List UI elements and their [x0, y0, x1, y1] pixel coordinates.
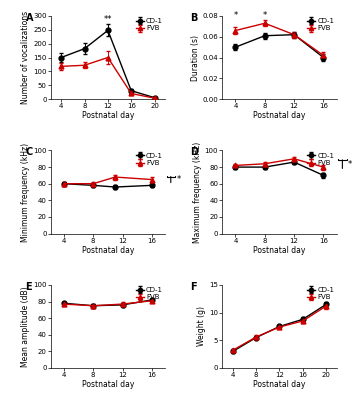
Legend: CD-1, FVB: CD-1, FVB [307, 152, 335, 167]
Y-axis label: Duration (s): Duration (s) [190, 34, 199, 80]
Y-axis label: Minimum frequency (kHz): Minimum frequency (kHz) [21, 142, 30, 242]
Legend: CD-1, FVB: CD-1, FVB [307, 17, 335, 32]
Text: C: C [25, 147, 33, 157]
X-axis label: Postnatal day: Postnatal day [253, 111, 306, 120]
Text: F: F [190, 282, 197, 292]
Legend: CD-1, FVB: CD-1, FVB [135, 17, 164, 32]
Y-axis label: Maximum frequency (kHz): Maximum frequency (kHz) [193, 141, 202, 243]
Y-axis label: Weight (g): Weight (g) [197, 306, 206, 346]
X-axis label: Postnatal day: Postnatal day [82, 380, 134, 389]
Y-axis label: Mean amplitude (dB): Mean amplitude (dB) [21, 286, 30, 367]
Text: *: * [348, 160, 352, 169]
X-axis label: Postnatal day: Postnatal day [253, 246, 306, 255]
Y-axis label: Number of vocalizations: Number of vocalizations [21, 11, 30, 104]
X-axis label: Postnatal day: Postnatal day [253, 380, 306, 389]
Text: *: * [233, 11, 237, 20]
Text: *: * [177, 175, 181, 184]
Legend: CD-1, FVB: CD-1, FVB [135, 286, 164, 301]
Text: B: B [190, 13, 198, 23]
X-axis label: Postnatal day: Postnatal day [82, 111, 134, 120]
Legend: CD-1, FVB: CD-1, FVB [135, 152, 164, 167]
Text: A: A [25, 13, 33, 23]
Text: D: D [190, 147, 198, 157]
Text: *: * [263, 11, 267, 20]
Legend: CD-1, FVB: CD-1, FVB [307, 286, 335, 301]
Text: **: ** [104, 15, 112, 24]
Text: E: E [25, 282, 32, 292]
X-axis label: Postnatal day: Postnatal day [82, 246, 134, 255]
